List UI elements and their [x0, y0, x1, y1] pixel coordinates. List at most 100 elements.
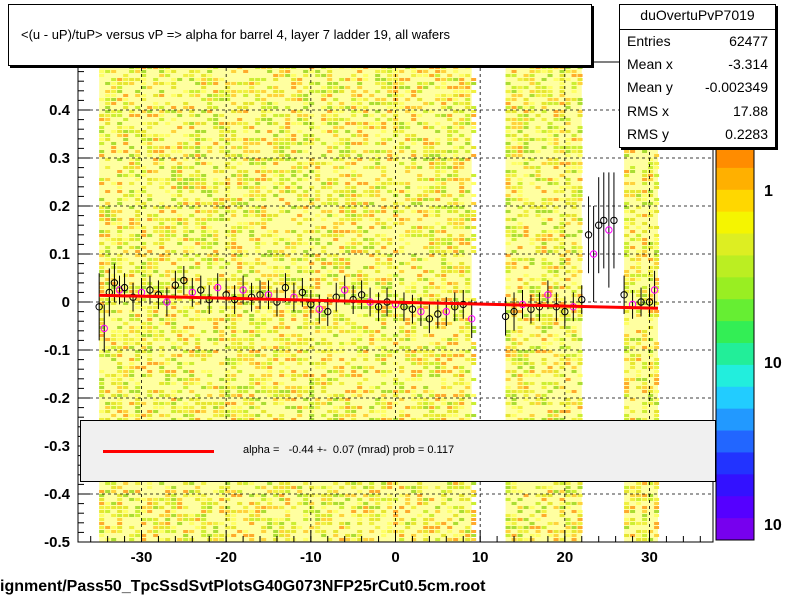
stat-value: 0.2283 — [725, 126, 768, 142]
colorbar-cell — [716, 211, 754, 235]
stat-value: 62477 — [729, 33, 768, 49]
stat-label: RMS x — [627, 103, 669, 119]
colorbar-cell — [716, 321, 754, 344]
profile-point — [315, 305, 323, 313]
profile-point — [357, 291, 366, 299]
profile-point — [605, 226, 613, 234]
profile-point — [589, 250, 598, 258]
profile-point — [442, 307, 450, 316]
profile-point — [146, 286, 154, 294]
legend-fit-text: alpha = -0.44 +- 0.07 (mrad) prob = 0.11… — [243, 444, 455, 456]
colorbar-cell — [716, 277, 754, 300]
y-tick-label: 0.1 — [49, 246, 70, 263]
y-tick-label: -0.4 — [44, 486, 71, 503]
profile-point — [561, 307, 569, 316]
stat-row-mean-y: Mean y -0.002349 — [620, 79, 775, 101]
profile-point — [281, 283, 290, 292]
legend-fit-line-swatch — [103, 450, 214, 453]
x-tick-label: 30 — [641, 549, 658, 566]
colorbar-label: 10 — [764, 517, 782, 534]
x-tick-label: 10 — [472, 549, 489, 566]
colorbar-cell — [716, 255, 754, 278]
profile-point — [171, 281, 180, 289]
colorbar-label: 10 — [764, 355, 782, 372]
file-path-footer: ignment/Pass50_TpcSsdSvtPlotsG40G073NFP2… — [0, 578, 486, 595]
profile-point — [214, 283, 222, 292]
colorbar-cell — [716, 299, 754, 322]
y-tick-label: -0.3 — [44, 438, 70, 455]
stat-row-entries: Entries 62477 — [620, 33, 775, 55]
colorbar-cell — [716, 518, 754, 541]
colorbar-cell — [716, 408, 754, 432]
profile-point — [180, 276, 188, 285]
y-tick-label: -0.5 — [44, 534, 70, 551]
stat-label: Mean x — [627, 56, 673, 72]
y-tick-label: 0.3 — [49, 150, 70, 167]
fit-line — [99, 293, 659, 310]
stat-value: -3.314 — [728, 56, 768, 72]
x-tick-label: 0 — [391, 549, 399, 566]
colorbar-cell — [716, 364, 754, 388]
y-tick-label: 0 — [62, 294, 70, 311]
stat-value: -0.002349 — [704, 79, 768, 95]
stats-box: duOvertuPvP7019 Entries 62477 Mean x -3.… — [619, 4, 776, 148]
profile-point — [100, 324, 108, 333]
stat-label: Mean y — [627, 79, 673, 95]
x-tick-label: -30 — [131, 549, 153, 566]
colorbar: 1 10 10 — [715, 145, 782, 541]
x-tick-label: -10 — [300, 549, 322, 566]
colorbar-cell — [716, 167, 754, 191]
fit-legend: alpha = -0.44 +- 0.07 (mrad) prob = 0.11… — [80, 420, 716, 482]
stat-value: 17.88 — [732, 103, 768, 119]
profile-point — [468, 315, 476, 323]
profile-point — [298, 288, 307, 297]
colorbar-cell — [716, 189, 754, 213]
colorbar-cell — [716, 146, 754, 169]
profile-point — [650, 286, 659, 294]
profile-point — [600, 216, 608, 225]
profile-point — [595, 221, 603, 229]
profile-point — [584, 231, 593, 239]
profile-point — [239, 286, 247, 294]
profile-point — [95, 303, 103, 311]
profile-point — [341, 286, 349, 294]
profile-point — [120, 283, 129, 292]
profile-point — [501, 312, 510, 321]
profile-point — [425, 315, 434, 323]
profile-layer — [95, 172, 659, 353]
colorbar-label: 1 — [764, 183, 773, 200]
colorbar-cell — [716, 452, 754, 475]
profile-point — [247, 293, 256, 301]
y-tick-label: -0.1 — [44, 342, 70, 359]
profile-point — [645, 298, 654, 306]
profile-point — [620, 291, 628, 299]
colorbar-cell — [716, 343, 754, 366]
plot-title: <(u - uP)/tuP> versus vP => alpha for ba… — [21, 27, 450, 42]
stats-histogram-name: duOvertuPvP7019 — [640, 7, 755, 23]
profile-point — [408, 305, 417, 313]
stat-label: RMS y — [627, 126, 669, 142]
colorbar-cell — [716, 430, 754, 453]
fit-layer — [99, 293, 659, 310]
x-tick-label: -20 — [215, 549, 237, 566]
profile-point — [434, 310, 442, 318]
profile-point — [197, 286, 205, 294]
profile-point — [417, 307, 425, 316]
x-tick-label: 20 — [556, 549, 573, 566]
y-tick-label: 0.2 — [49, 198, 70, 215]
stat-row-mean-x: Mean x -3.314 — [620, 56, 775, 78]
profile-point — [578, 295, 586, 304]
profile-point — [110, 279, 119, 287]
stats-divider — [620, 29, 775, 30]
y-tick-label: -0.2 — [44, 390, 70, 407]
stat-row-rms-x: RMS x 17.88 — [620, 103, 775, 125]
profile-point — [610, 216, 618, 225]
colorbar-cell — [716, 474, 754, 497]
profile-point — [188, 288, 197, 297]
colorbar-cell — [716, 386, 754, 410]
colorbar-cell — [716, 233, 754, 256]
y-tick-label: 0.4 — [49, 102, 71, 119]
profile-point — [324, 307, 332, 316]
profile-point — [374, 303, 383, 311]
stat-row-rms-y: RMS y 0.2283 — [620, 126, 775, 148]
